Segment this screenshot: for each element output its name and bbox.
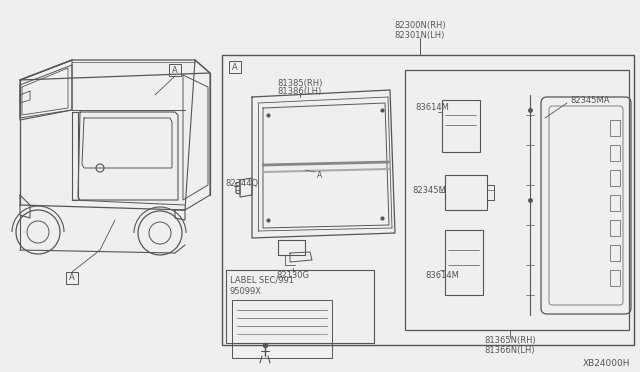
Bar	[610, 145, 620, 161]
Text: A: A	[172, 65, 178, 74]
Bar	[445, 230, 483, 295]
Bar	[445, 175, 487, 210]
Text: 81366N(LH): 81366N(LH)	[484, 346, 535, 355]
Bar	[442, 100, 480, 152]
Text: 82130G: 82130G	[276, 270, 310, 279]
Text: 95099X: 95099X	[230, 286, 262, 295]
Bar	[610, 220, 620, 236]
Text: 81386(LH): 81386(LH)	[278, 87, 322, 96]
Text: A: A	[232, 62, 238, 71]
Text: 81385(RH): 81385(RH)	[277, 78, 323, 87]
Bar	[226, 270, 374, 343]
Text: 82345MA: 82345MA	[570, 96, 609, 105]
Text: 82300N(RH): 82300N(RH)	[394, 20, 446, 29]
Text: 83614M: 83614M	[425, 270, 459, 279]
Bar	[610, 270, 620, 286]
Bar	[222, 55, 634, 345]
Bar	[610, 120, 620, 136]
Text: 82345M: 82345M	[412, 186, 445, 195]
Text: 82344Q: 82344Q	[225, 179, 258, 187]
Bar	[610, 245, 620, 261]
Text: XB24000H: XB24000H	[582, 359, 630, 368]
Bar	[66, 272, 78, 284]
Bar	[405, 70, 629, 330]
Bar	[232, 300, 332, 358]
Bar	[229, 61, 241, 73]
Text: 83614M: 83614M	[415, 103, 449, 112]
Text: A: A	[69, 273, 75, 282]
Bar	[610, 170, 620, 186]
Text: LABEL SEC/991: LABEL SEC/991	[230, 276, 294, 285]
Bar	[610, 195, 620, 211]
Text: 82301N(LH): 82301N(LH)	[395, 31, 445, 39]
Text: 81365N(RH): 81365N(RH)	[484, 336, 536, 344]
Text: A: A	[317, 170, 323, 180]
Bar	[169, 64, 181, 76]
